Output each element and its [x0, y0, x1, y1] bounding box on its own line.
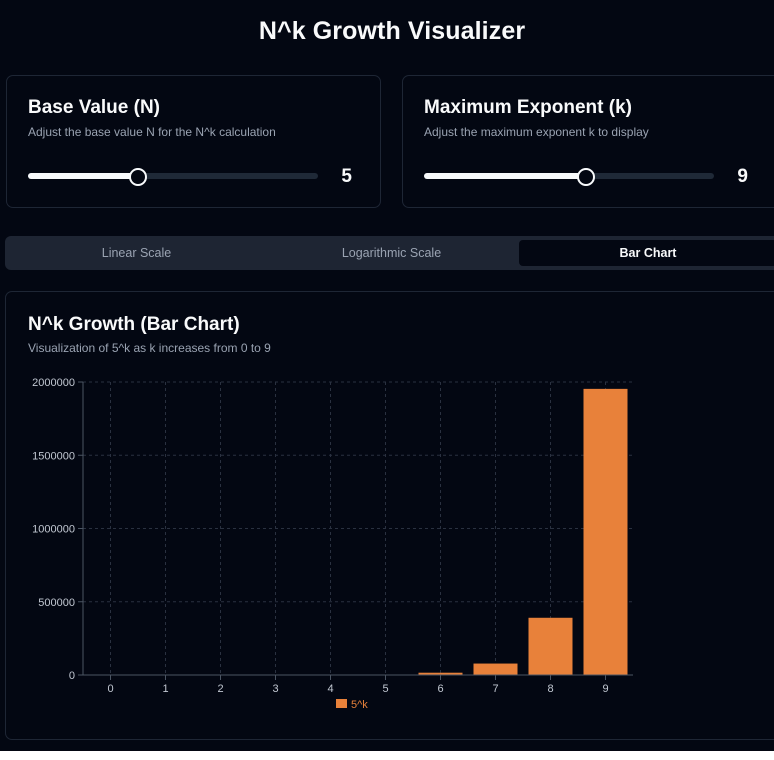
- x-tick-label: 8: [547, 683, 553, 695]
- base-value-slider[interactable]: [28, 168, 318, 186]
- page-title: N^k Growth Visualizer: [258, 17, 526, 45]
- x-tick-label: 9: [602, 683, 608, 695]
- x-tick-label: 4: [327, 683, 333, 695]
- slider-thumb[interactable]: [129, 168, 148, 186]
- x-tick-label: 3: [272, 683, 278, 695]
- slider-thumb[interactable]: [577, 168, 596, 186]
- legend-label: 5^k: [351, 699, 368, 711]
- slider-track: [28, 173, 318, 179]
- bar-6: [418, 672, 463, 675]
- bar-9: [583, 388, 628, 675]
- chart-subtitle: Visualization of 5^k as k increases from…: [28, 341, 271, 355]
- y-tick-label: 0: [69, 670, 75, 682]
- max-exponent-title: Maximum Exponent (k): [424, 97, 632, 118]
- base-value-readout: 5: [341, 166, 352, 187]
- max-exponent-slider[interactable]: [424, 168, 714, 186]
- x-tick-label: 2: [217, 683, 223, 695]
- slider-fill: [28, 173, 139, 179]
- bar-chart: 0 500000 1000000 1500000 2000000 0 1 2 3 4 5 6 7 8 9 5^…: [32, 377, 633, 711]
- tab-bar-chart[interactable]: Bar Chart: [519, 240, 774, 266]
- view-tabs: Linear Scale Logarithmic Scale Bar Chart: [5, 236, 774, 270]
- slider-fill: [424, 173, 587, 179]
- y-tick-label: 1500000: [32, 450, 75, 462]
- bar-8: [528, 617, 573, 675]
- max-exponent-description: Adjust the maximum exponent k to display: [424, 125, 649, 139]
- max-exponent-readout: 9: [737, 166, 748, 187]
- x-tick-label: 5: [382, 683, 388, 695]
- x-tick-label: 0: [107, 683, 113, 695]
- chart-card: N^k Growth (Bar Chart) Visualization of …: [5, 291, 774, 740]
- chart-title: N^k Growth (Bar Chart): [28, 314, 240, 335]
- x-tick-label: 1: [162, 683, 168, 695]
- legend-swatch: [336, 699, 347, 708]
- base-value-title: Base Value (N): [28, 97, 160, 118]
- tab-logarithmic-scale[interactable]: Logarithmic Scale: [341, 246, 442, 260]
- base-value-description: Adjust the base value N for the N^k calc…: [28, 125, 276, 139]
- y-tick-label: 500000: [38, 597, 75, 609]
- tab-linear-scale[interactable]: Linear Scale: [101, 246, 172, 260]
- base-value-card: Base Value (N) Adjust the base value N f…: [6, 75, 381, 208]
- y-tick-label: 2000000: [32, 377, 75, 389]
- x-tick-label: 6: [437, 683, 443, 695]
- bar-7: [473, 663, 518, 675]
- y-tick-label: 1000000: [32, 524, 75, 536]
- max-exponent-card: Maximum Exponent (k) Adjust the maximum …: [402, 75, 774, 208]
- x-tick-label: 7: [492, 683, 498, 695]
